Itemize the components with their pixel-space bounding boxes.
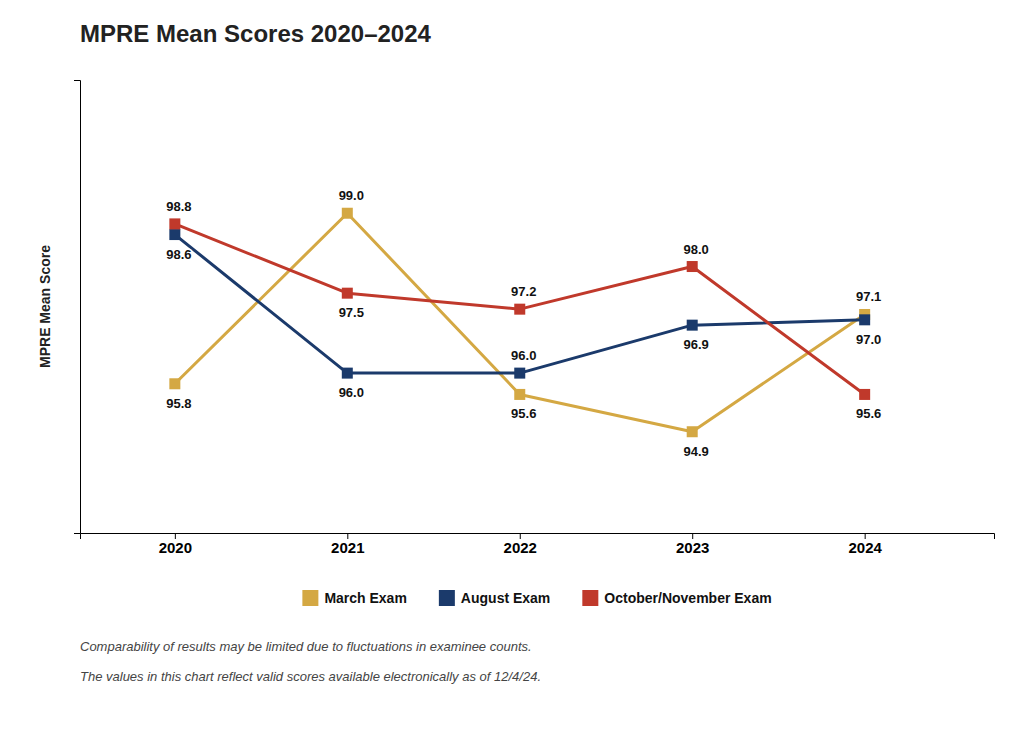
data-label: 97.2 [511,284,536,299]
data-labels: 95.8 99.0 95.6 94.9 97.1 98.6 96.0 96.0 96.9 97.0… [166,188,881,459]
point [687,320,698,331]
chart: MPRE Mean Scores 2020–202420202021202220… [0,0,1024,733]
x-tick: 2024 [848,533,882,556]
point [169,218,180,229]
legend-item: October/November Exam [582,590,771,606]
series-line [175,213,865,432]
x-tick-label: 2022 [504,539,537,556]
data-label: 98.6 [166,247,191,262]
data-label: 98.0 [684,242,709,257]
data-label: 96.9 [684,337,709,352]
data-label: 95.8 [166,396,191,411]
x-tick-label: 2020 [159,539,192,556]
legend-swatch [582,590,598,606]
point [859,389,870,400]
point [342,288,353,299]
point [514,389,525,400]
point [859,314,870,325]
y-axis-line [74,81,81,534]
y-axis [74,81,81,534]
x-axis: 2020 2021 2022 2023 2024 [81,533,995,556]
x-tick-label: 2021 [331,539,364,556]
x-tick-label: 2023 [676,539,709,556]
data-label: 99.0 [339,188,364,203]
title: MPRE Mean Scores 2020–2024 [80,20,432,47]
legend: March Exam August Exam October/November Ex… [302,590,771,606]
x-tick: 2023 [676,533,709,556]
x-tick-label: 2024 [848,539,882,556]
note: The values in this chart reflect valid s… [80,669,541,684]
x-tick: 2021 [331,533,364,556]
point [169,378,180,389]
legend-swatch [302,590,318,606]
legend-item: August Exam [439,590,550,606]
legend-label: August Exam [461,590,550,606]
marks [169,208,870,438]
data-label: 97.5 [339,305,364,320]
legend-swatch [439,590,455,606]
data-label: 95.6 [856,406,881,421]
y-axis-title: MPRE Mean Score [37,245,53,368]
point [514,304,525,315]
x-tick: 2020 [159,533,192,556]
point [514,368,525,379]
point [342,208,353,219]
x-tick: 2022 [504,533,537,556]
data-label: 94.9 [684,444,709,459]
point [169,229,180,240]
series-line [175,235,865,374]
data-label: 98.8 [166,199,191,214]
series-line [175,224,865,395]
legend-label: March Exam [324,590,406,606]
legend-item: March Exam [302,590,406,606]
data-label: 95.6 [511,406,536,421]
point [687,426,698,437]
data-label: 97.0 [856,332,881,347]
data-label: 96.0 [339,385,364,400]
legend-label: October/November Exam [604,590,771,606]
plot: 2020 2021 2022 2023 2024 95.8 99.0 95.6 94.9 97.1… [74,81,995,556]
data-label: 96.0 [511,348,536,363]
point [687,261,698,272]
note: Comparability of results may be limited … [80,639,532,654]
point [342,368,353,379]
data-label: 97.1 [856,289,881,304]
